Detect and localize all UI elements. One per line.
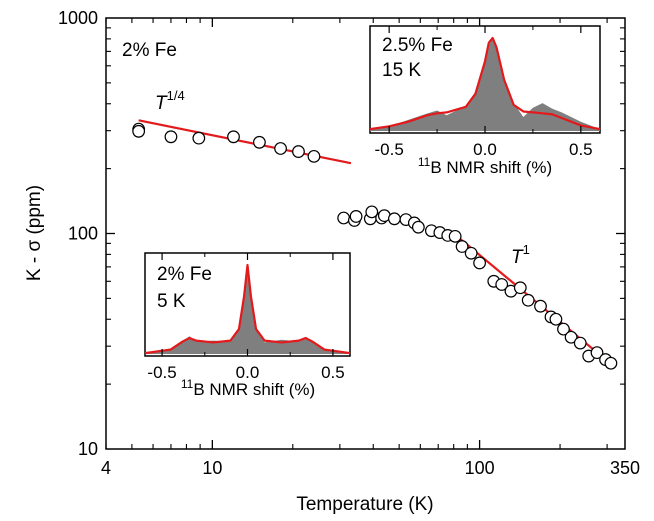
inset-spectrum-2p5-fe: -0.5 0.0 0.5 2.5% Fe 15 K 11B NMR shift (%… [369, 25, 601, 177]
fit-low-base: T [155, 93, 168, 114]
data-point [455, 240, 469, 253]
data-point [337, 211, 351, 225]
inset-ticks [161, 253, 334, 356]
data-point [590, 346, 604, 360]
inset-tick-labels: -0.5 0.0 0.5 [375, 140, 593, 159]
data-point [164, 130, 178, 144]
data-point [534, 299, 547, 313]
inset-tick-label: -0.5 [147, 363, 176, 382]
data-point [253, 135, 266, 149]
fit-low-exponent: 1/4 [167, 88, 185, 103]
x-tick-label: 4 [101, 458, 111, 478]
inset-tick-label: 0.0 [236, 363, 260, 382]
data-point [564, 330, 578, 344]
fit-high-label: T1 [511, 242, 530, 268]
inset-tick-label: 0.5 [569, 140, 593, 159]
data-point [365, 205, 379, 219]
data-point [464, 246, 478, 260]
x-tick-label: 350 [610, 458, 640, 478]
inset-x-label-text: B NMR shift (%) [193, 380, 315, 399]
inset-x-label: 11B NMR shift (%) [418, 155, 552, 177]
inset-tick-labels: -0.5 0.0 0.5 [147, 363, 344, 382]
inset-ticks [388, 26, 582, 133]
inset-fit-curve [144, 263, 351, 355]
inset-fit-curve [369, 36, 601, 131]
inset-tick-label: -0.5 [375, 140, 404, 159]
inset-data-area [370, 38, 600, 131]
data-point [132, 124, 146, 138]
inset-x-label-sup: 11 [418, 155, 431, 169]
sample-label: 2% Fe [122, 40, 177, 61]
inset-sample-label: 2.5% Fe [382, 35, 453, 56]
inset-temperature-label: 15 K [382, 60, 421, 81]
inset-spectrum-2-fe: -0.5 0.0 0.5 2% Fe 5 K 11B NMR shift (%) [144, 252, 351, 399]
inset-sample-label: 2% Fe [157, 264, 212, 285]
data-point [411, 220, 425, 234]
inset-x-label-text: B NMR shift (%) [430, 158, 552, 177]
data-point [521, 293, 535, 307]
data-point [292, 145, 305, 158]
y-axis-label: K - σ (ppm) [24, 185, 45, 281]
data-point [604, 356, 618, 370]
data-point [448, 229, 462, 243]
data-point [573, 336, 587, 350]
fit-low-label: T1/4 [155, 88, 185, 114]
inset-x-label-sup: 11 [181, 377, 194, 391]
data-point [495, 278, 509, 291]
inset-tick-label: 0.5 [321, 363, 345, 382]
inset-tick-label: 0.0 [473, 140, 497, 159]
data-point [473, 256, 486, 270]
data-point [227, 130, 240, 144]
data-point [307, 149, 321, 163]
data-point [192, 131, 206, 145]
data-point [557, 322, 570, 336]
x-tick-label: 100 [465, 458, 495, 478]
y-tick-label: 1000 [58, 8, 98, 28]
inset-x-label: 11B NMR shift (%) [181, 377, 315, 399]
data-point [349, 210, 363, 223]
data-point [274, 142, 287, 155]
data-markers [132, 122, 618, 370]
fit-high-exponent: 1 [523, 242, 530, 257]
x-axis-label: Temperature (K) [296, 494, 433, 515]
y-tick-label: 100 [68, 224, 98, 244]
data-point [549, 312, 563, 326]
y-tick-label: 10 [78, 439, 98, 459]
data-point [388, 212, 401, 226]
x-tick-label: 10 [202, 458, 222, 478]
fit-high-base: T [511, 247, 524, 268]
data-point [513, 281, 527, 295]
inset-data-area [145, 265, 350, 354]
inset-temperature-label: 5 K [157, 291, 186, 312]
